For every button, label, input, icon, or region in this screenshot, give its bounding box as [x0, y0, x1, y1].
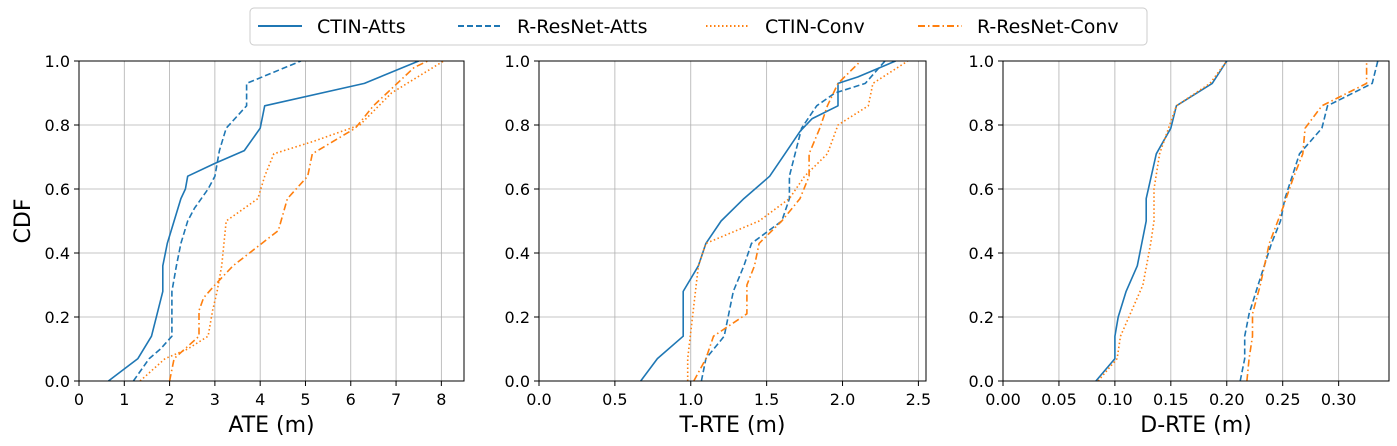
legend-frame: [249, 7, 1148, 46]
x-tick-label: 1.5: [754, 390, 779, 409]
x-axis-label: D-RTE (m): [1140, 413, 1252, 438]
y-tick-label: 0.0: [969, 372, 994, 391]
y-axis-label: CDF: [11, 199, 36, 244]
y-tick-label: 0.2: [969, 308, 994, 327]
y-tick-label: 0.8: [969, 116, 994, 135]
legend-label-ctin-atts: CTIN-Atts: [317, 16, 406, 38]
y-tick-label: 0.6: [505, 180, 530, 199]
legend-label-ctin-conv: CTIN-Conv: [765, 16, 865, 38]
x-tick-label: 4: [255, 390, 265, 409]
y-tick-label: 0.6: [45, 180, 70, 199]
axes-frame: [78, 60, 465, 382]
x-tick-label: 0.5: [602, 390, 627, 409]
chart-panel-1: 0 1 2 3 4 5 6 7 8 0.0 0.2 0.4 0.6 0.8 1.0 ATE (m) CDF: [11, 52, 465, 438]
x-tick-label: 2.5: [906, 390, 931, 409]
series-line-ctin-conv: [139, 61, 445, 381]
legend-entry-ctin-atts: CTIN-Atts: [258, 16, 406, 38]
chart-panel-3: 0.00 0.05 0.10 0.15 0.20 0.25 0.30 0.0 0.2 0.4 0.6…: [969, 52, 1390, 438]
series-line-ctin-atts: [107, 61, 420, 381]
y-tick-label: 0.8: [45, 116, 70, 135]
x-axis-label: T-RTE (m): [679, 413, 786, 438]
series-line-ctin-atts: [640, 61, 896, 381]
y-tick-label: 0.2: [45, 308, 70, 327]
y-tick-label: 0.0: [505, 372, 530, 391]
y-tick-label: 0.2: [505, 308, 530, 327]
x-tick-label: 0.00: [985, 390, 1021, 409]
y-tick-label: 0.8: [505, 116, 530, 135]
x-tick-label: 2: [164, 390, 174, 409]
legend-entry-r-resnet-atts: R-ResNet-Atts: [458, 16, 647, 38]
x-tick-label: 2.0: [830, 390, 855, 409]
y-tick-label: 1.0: [45, 52, 70, 71]
x-tick-label: 0: [74, 390, 84, 409]
axes-frame: [1002, 60, 1390, 382]
x-tick-label: 0.30: [1321, 390, 1357, 409]
legend-entry-ctin-conv: CTIN-Conv: [706, 16, 865, 38]
series-line-ctin-conv: [1097, 61, 1228, 381]
series-line-r-resnet-atts: [700, 61, 886, 381]
y-tick-label: 0.0: [45, 372, 70, 391]
x-tick-label: 0.20: [1209, 390, 1245, 409]
series-line-r-resnet-conv: [168, 61, 429, 381]
legend-label-r-resnet-conv: R-ResNet-Conv: [977, 16, 1119, 38]
x-tick-label: 0.15: [1153, 390, 1189, 409]
x-axis-label: ATE (m): [228, 413, 314, 438]
y-tick-label: 0.4: [45, 244, 70, 263]
legend: CTIN-Atts R-ResNet-Atts CTIN-Conv R-ResN…: [249, 7, 1148, 46]
x-tick-label: 0.10: [1097, 390, 1133, 409]
x-tick-label: 6: [346, 390, 356, 409]
x-tick-label: 1: [119, 390, 129, 409]
x-tick-label: 5: [300, 390, 310, 409]
x-tick-label: 7: [391, 390, 401, 409]
y-tick-label: 1.0: [505, 52, 530, 71]
series-line-r-resnet-conv: [693, 61, 862, 381]
series-line-r-resnet-atts: [1239, 61, 1379, 381]
x-tick-label: 8: [436, 390, 446, 409]
y-tick-label: 1.0: [969, 52, 994, 71]
x-tick-label: 0.05: [1041, 390, 1077, 409]
x-tick-label: 0.0: [526, 390, 551, 409]
axes-frame: [538, 60, 927, 382]
y-tick-label: 0.6: [969, 180, 994, 199]
legend-entry-r-resnet-conv: R-ResNet-Conv: [918, 16, 1119, 38]
x-tick-label: 0.25: [1265, 390, 1301, 409]
y-tick-label: 0.4: [505, 244, 530, 263]
series-line-r-resnet-conv: [1246, 61, 1368, 381]
x-tick-label: 1.0: [678, 390, 703, 409]
y-tick-label: 0.4: [969, 244, 994, 263]
series-line-ctin-atts: [1095, 61, 1228, 381]
series-line-ctin-conv: [686, 61, 909, 381]
x-tick-label: 3: [210, 390, 220, 409]
series-line-r-resnet-atts: [132, 61, 302, 381]
legend-label-r-resnet-atts: R-ResNet-Atts: [517, 16, 647, 38]
chart-panel-2: 0.0 0.5 1.0 1.5 2.0 2.5 0.0 0.2 0.4 0.6 0.8 1.0 T-RT…: [505, 52, 932, 438]
